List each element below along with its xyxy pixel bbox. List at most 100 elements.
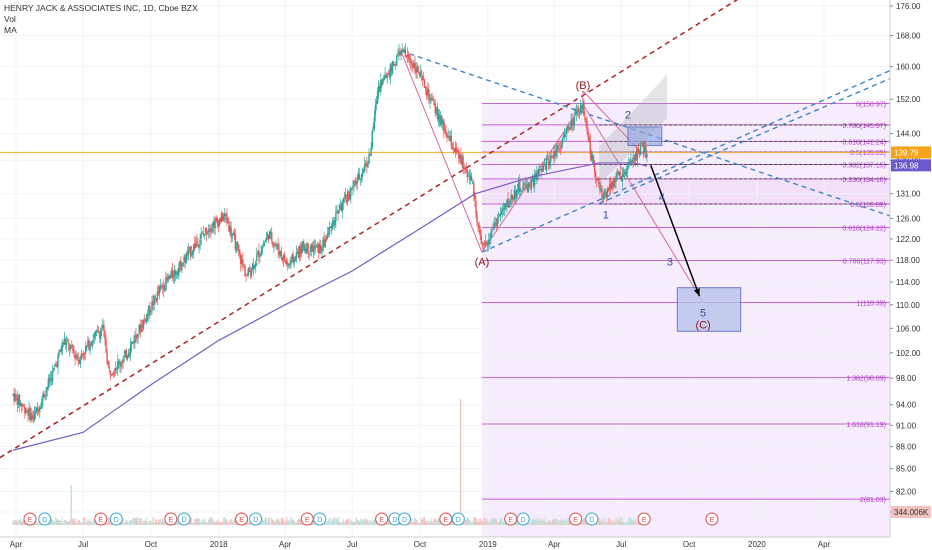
candle-body [25,411,27,413]
symbol-title[interactable]: HENRY JACK & ASSOCIATES INC, 1D, Cboe BZ… [4,3,198,13]
volume-bar [387,517,389,525]
candle-body [448,136,450,141]
candle-body [402,49,404,51]
candle-body [46,387,48,390]
candle-body [66,340,69,342]
volume-bar [107,517,109,525]
candle-body [222,216,225,220]
ma-indicator-label[interactable]: MA [4,25,17,35]
candle-body [229,226,231,233]
candle-body [144,319,147,322]
volume-bar [353,521,355,525]
volume-bar [230,519,232,525]
volume-bar [278,520,280,525]
candle-body [129,344,132,354]
volume-indicator-label[interactable]: Vol [4,14,16,24]
volume-bar [358,521,360,525]
candle-body [96,330,99,332]
candle-body [370,147,372,156]
volume-bar [276,520,278,525]
volume-bar [64,520,67,525]
blue-channel-mid [598,77,891,205]
volume-bar [471,522,473,525]
candle-body [331,221,334,230]
candle-body [169,275,171,280]
candle-body [371,130,373,148]
candle-body [495,222,497,226]
fib-label: 0.236(134.10) [842,177,886,184]
candle-body [49,378,52,381]
volume-bar [267,518,270,525]
candle-body [281,257,284,261]
chart-legend: HENRY JACK & ASSOCIATES INC, 1D, Cboe BZ… [4,3,198,36]
candle-body [468,176,471,181]
candle-body [475,200,477,214]
candle-body [29,407,31,420]
candle-body [465,167,467,170]
candle-body [313,245,316,249]
volume-bar [495,519,497,525]
earnings-marker [375,512,389,526]
candle-body [445,132,447,136]
candle-body [206,232,209,234]
candle-body [397,53,399,55]
candle-body [154,296,156,299]
candle-body [621,173,624,182]
candle-body [23,405,25,406]
volume-bar [136,517,138,525]
event-marker-label: D [589,517,594,524]
volume-bar [211,517,213,525]
volume-bar [329,522,332,525]
candle-body [238,249,241,254]
volume-bar [17,519,19,525]
candle-body [345,200,348,203]
candle-body [472,182,474,183]
candle-body [189,246,192,256]
time-axis[interactable]: Apr Jul Oct 2018 Apr Jul Oct 2019 Apr Jul Oct 2020 A… [0,536,890,550]
volume-bar [480,521,482,525]
candle-body [157,290,160,293]
volume-bar [332,520,334,525]
event-marker-label: D [392,517,397,524]
price-axis[interactable]: 176.00168.00160.00152.00144.00138.00131.… [889,0,932,550]
candle-body [374,104,377,116]
volume-bar [285,521,287,525]
candle-body [182,262,184,267]
candle-body [112,372,115,374]
time-tick-label: Oct [145,540,158,549]
volume-bar [293,520,295,525]
candle-body [444,129,446,133]
volume-bar [37,522,39,525]
volume-bar [559,520,561,525]
volume-bar [582,519,584,525]
volume-bar [262,520,264,525]
candle-body [462,156,464,169]
volume-bar [418,522,420,525]
volume-bar [624,522,627,525]
volume-bar [207,522,209,525]
time-tick-label: Jul [347,540,357,549]
candle-body [87,340,89,347]
candle-body [404,48,407,58]
candle-body [387,72,389,75]
volume-bar [622,521,625,525]
candle-body [584,117,586,120]
volume-bar [143,520,146,525]
candle-body [386,74,388,78]
candle-body [70,346,72,349]
candle-body [62,343,64,345]
volume-bar [424,517,426,525]
candle-body [427,88,429,95]
volume-bar [564,520,566,525]
volume-bar [298,519,301,525]
candle-body [511,194,513,201]
candle-body [539,169,541,171]
candle-body [447,136,449,137]
candle-body [342,197,345,203]
volume-bar [133,517,135,525]
candle-body [220,213,223,222]
volume-bar [326,520,328,525]
candle-body [81,353,84,354]
